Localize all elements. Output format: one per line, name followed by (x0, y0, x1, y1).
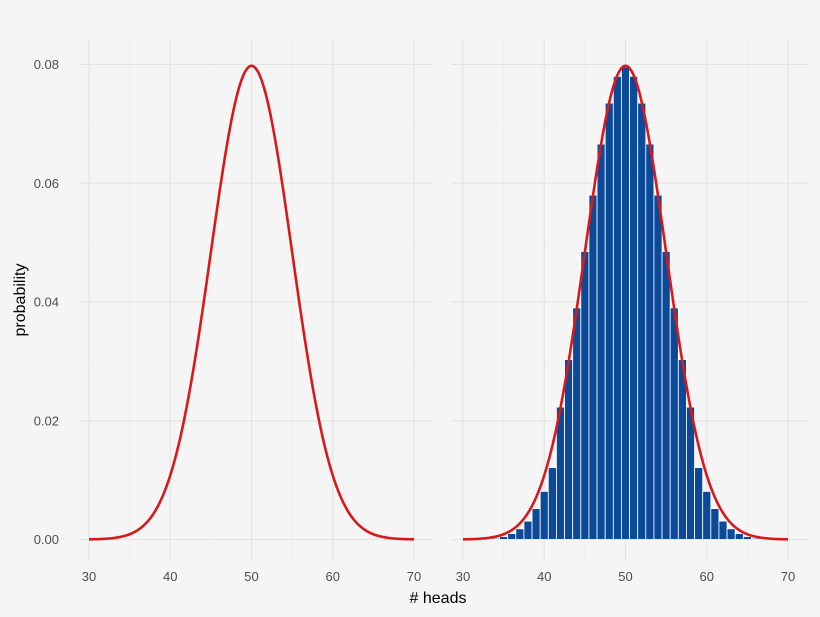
x-axis-label: # heads (410, 590, 467, 607)
histogram-bar (531, 508, 541, 540)
histogram-bar (718, 520, 728, 540)
y-tick-label: 0.08 (34, 57, 59, 72)
histogram-bar (702, 491, 712, 540)
histogram-bar (539, 491, 549, 540)
histogram-bar (523, 520, 533, 540)
y-axis-label: probability (12, 264, 29, 337)
histogram-bar (547, 467, 557, 540)
histogram-bar (580, 251, 590, 540)
histogram-bar (564, 359, 574, 540)
histogram-bar (677, 359, 687, 540)
histogram-bar (588, 194, 598, 540)
histogram-bar (637, 102, 647, 540)
x-tick-label: 70 (407, 569, 421, 584)
histogram-bar (710, 508, 720, 540)
histogram-bar (612, 75, 622, 540)
histogram-bar (645, 143, 655, 540)
histogram-bar (734, 533, 744, 540)
x-tick-label: 60 (700, 569, 714, 584)
y-tick-label: 0.02 (34, 413, 59, 428)
right-panel: 30 40 50 60 70 (452, 40, 808, 584)
histogram-bar (499, 536, 509, 540)
histogram-bar (629, 75, 639, 540)
y-tick-label: 0.00 (34, 532, 59, 547)
histogram-bar (653, 194, 663, 540)
histogram-bar (596, 143, 606, 540)
histogram-bar (604, 102, 614, 540)
y-tick-label: 0.06 (34, 176, 59, 191)
histogram-bar (515, 528, 525, 540)
x-tick-label: 40 (163, 569, 177, 584)
x-tick-label: 30 (82, 569, 96, 584)
x-tick-label: 70 (781, 569, 795, 584)
x-tick-label: 50 (618, 569, 632, 584)
density-curve (88, 64, 415, 541)
left-panel: 30 40 50 60 70 (79, 40, 432, 584)
histogram-bar (726, 528, 736, 540)
histogram-bar (694, 467, 704, 540)
histogram-bar (669, 307, 679, 540)
x-tick-label: 40 (537, 569, 551, 584)
histogram-bar (661, 251, 671, 540)
histogram-bar (621, 66, 630, 540)
y-tick-label: 0.04 (34, 295, 59, 310)
x-tick-label: 30 (456, 569, 470, 584)
histogram-bar (742, 536, 752, 540)
density-curve (462, 64, 789, 541)
x-tick-label: 50 (244, 569, 258, 584)
histogram-bar (507, 533, 517, 540)
histogram-bar (572, 307, 582, 540)
x-tick-label: 60 (326, 569, 340, 584)
y-axis-ticks: 0.00 0.02 0.04 0.06 0.08 (34, 57, 59, 547)
